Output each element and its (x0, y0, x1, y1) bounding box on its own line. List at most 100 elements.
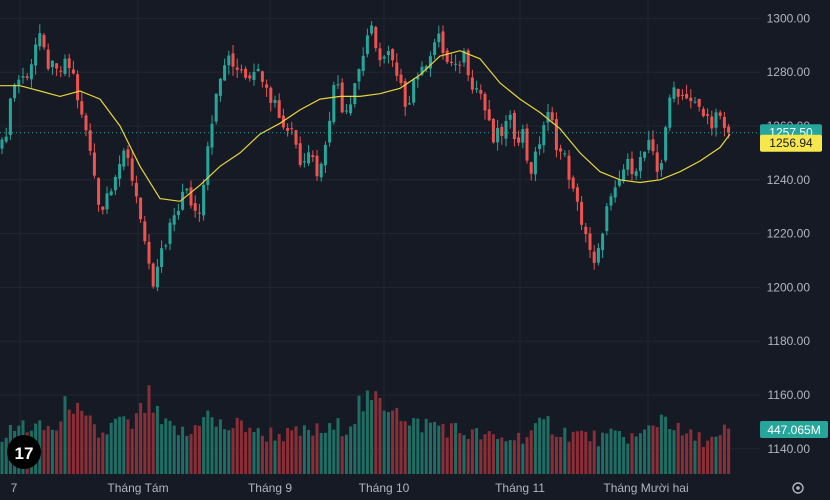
volume-bar (361, 411, 365, 474)
volume-bar (655, 427, 659, 474)
volume-bar (403, 421, 407, 474)
volume-bar (298, 435, 302, 474)
volume-bar (601, 432, 605, 474)
volume-bar (546, 416, 550, 474)
candle-body (0, 139, 4, 149)
candle-body (122, 150, 126, 167)
volume-bar (529, 430, 533, 474)
volume-bar (685, 433, 689, 474)
time-axis[interactable]: 7 Tháng Tám Tháng 9 Tháng 10 Tháng 11 Tháng M… (11, 481, 689, 495)
volume-bar (441, 423, 445, 474)
volume-bar (613, 430, 617, 474)
volume-bar (521, 443, 525, 474)
candle-body (546, 112, 550, 123)
settings-gear-icon[interactable] (792, 482, 804, 494)
volume-bar (470, 429, 474, 474)
candle-body (525, 128, 529, 161)
candle-body (151, 263, 155, 287)
candle-body (105, 193, 109, 210)
volume-bar (428, 422, 432, 474)
candle-body (97, 178, 101, 205)
candle-body (328, 120, 332, 143)
volume-bar (71, 413, 75, 474)
candle-body (693, 101, 697, 103)
candle-body (567, 155, 571, 180)
volume-bar (718, 435, 722, 474)
time-tick-label: Tháng 9 (248, 481, 292, 495)
candle-body (676, 88, 680, 97)
candle-body (88, 130, 92, 151)
candle-body (407, 103, 411, 105)
candle-body (445, 50, 449, 62)
candle-body (294, 130, 298, 145)
price-axis[interactable]: 1300.001280.001260.001240.001220.001200.… (767, 11, 811, 455)
volume-bar (252, 431, 256, 474)
candle-body (529, 162, 533, 174)
candle-body (307, 152, 311, 164)
candle-body (441, 31, 445, 53)
volume-bar (340, 436, 344, 474)
candle-body (269, 87, 273, 103)
volume-bar (630, 433, 634, 474)
candle-body (185, 188, 189, 191)
candle-body (542, 125, 546, 146)
candle-body (298, 143, 302, 165)
candle-body (55, 63, 59, 69)
volume-bar (0, 441, 4, 474)
candle-body (374, 27, 378, 49)
candle-body (634, 171, 638, 176)
volume-bar (701, 446, 705, 474)
candle-body (155, 266, 159, 288)
volume-bar (139, 403, 143, 474)
candle-body (659, 163, 663, 170)
volume-bar (592, 430, 596, 474)
candle-body (340, 82, 344, 113)
candle-body (134, 182, 138, 197)
candle-body (613, 187, 617, 198)
volume-bar (126, 419, 130, 474)
candle-body (101, 206, 105, 210)
volume-bar (323, 432, 327, 474)
candle-body (487, 109, 491, 121)
volume-bar (143, 412, 147, 474)
price-tick-label: 1220.00 (767, 227, 811, 241)
volume-bar (260, 435, 264, 474)
tradingview-logo[interactable]: 17 (7, 435, 41, 469)
volume-bar (466, 438, 470, 474)
volume-bar (67, 409, 71, 474)
volume-bar (365, 390, 369, 474)
candle-body (38, 33, 42, 47)
volume-bar (378, 397, 382, 474)
candle-body (76, 74, 80, 101)
candle-body (286, 127, 290, 131)
volume-bar (227, 430, 231, 474)
volume-bar (197, 425, 201, 474)
candle-body (42, 34, 46, 48)
candle-body (554, 119, 558, 151)
candle-body (139, 197, 143, 220)
volume-bar (584, 431, 588, 474)
candle-body (420, 66, 424, 75)
candle-body (50, 60, 54, 68)
volume-bar (668, 428, 672, 474)
candle-body (685, 93, 689, 99)
volume-bar (542, 419, 546, 474)
time-tick-label: Tháng 11 (495, 481, 545, 495)
volume-bar (634, 436, 638, 474)
volume-bar (223, 429, 227, 474)
volume-bar (290, 430, 294, 474)
candle-body (118, 164, 122, 179)
candle-body (323, 144, 327, 166)
volume-bar (315, 423, 319, 474)
moving-average-badge: 1256.94 (760, 134, 822, 152)
volume-bar (433, 422, 437, 474)
candle-body (504, 121, 508, 139)
volume-bar (118, 416, 122, 474)
volume-bar (311, 435, 315, 474)
volume-bar (697, 432, 701, 474)
candle-body (248, 75, 252, 79)
volume-bar (122, 416, 126, 474)
candle-body (176, 210, 180, 216)
candle-body (722, 116, 726, 128)
